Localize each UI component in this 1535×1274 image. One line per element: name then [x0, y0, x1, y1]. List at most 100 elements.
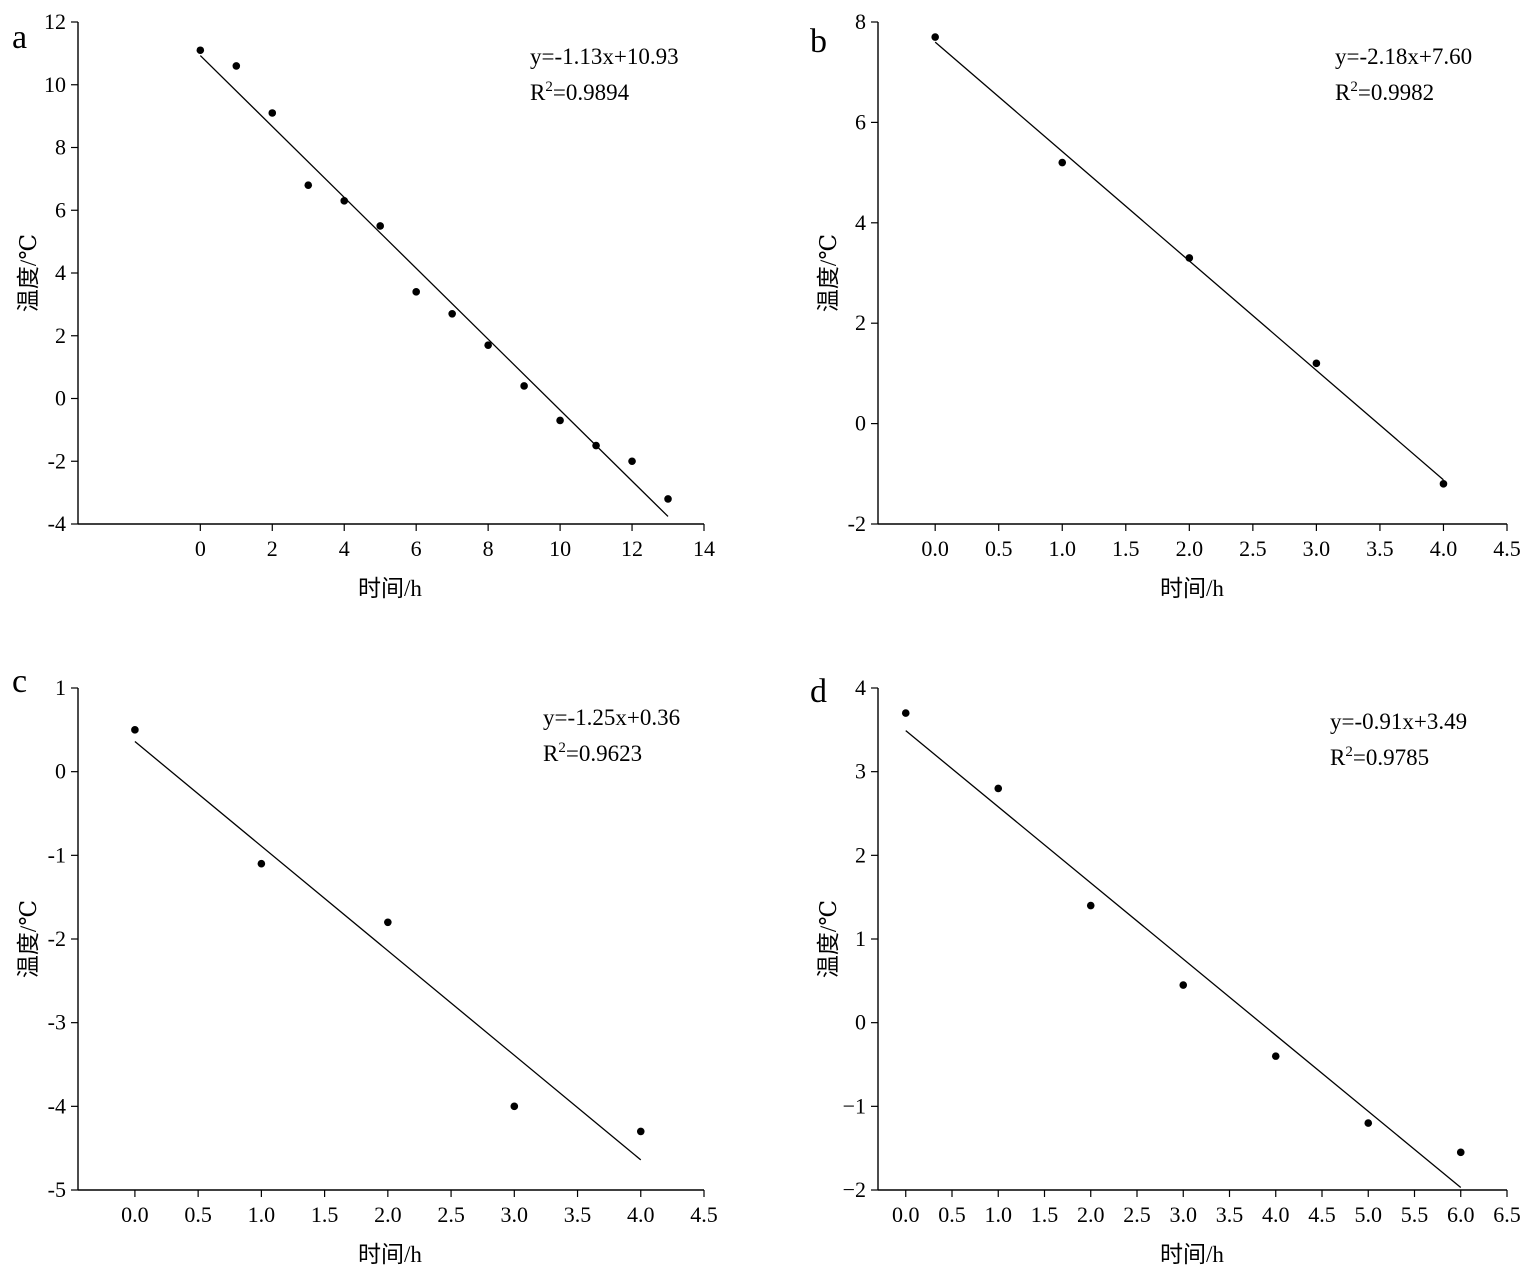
y-tick-label: 0	[55, 386, 66, 411]
x-tick-label: 0.0	[121, 1202, 149, 1227]
panel-label: d	[810, 673, 827, 710]
y-tick-label: 1	[55, 675, 66, 700]
data-point	[304, 181, 313, 189]
x-tick-label: 6.5	[1493, 1202, 1521, 1227]
x-tick-label: 5.0	[1355, 1202, 1383, 1227]
x-tick-label: 1.0	[248, 1202, 276, 1227]
y-tick-label: 2	[855, 842, 866, 867]
x-tick-label: 4	[339, 536, 350, 561]
x-tick-label: 2.5	[1123, 1202, 1151, 1227]
r-squared-symbol: R	[1330, 745, 1346, 770]
y-axis-title: 温度/℃	[816, 900, 841, 978]
panel-b: -2 0 2 4 6 8 0.0 0.5 1.0 1.5 2.0 2.5 3.0 3.5 4.0 4.5 b y=…	[810, 9, 1521, 601]
x-tick-label: 4.5	[1493, 536, 1521, 561]
y-tick-label: 8	[55, 135, 66, 160]
r-squared-superscript: 2	[1350, 79, 1358, 95]
x-tick-label: 3.5	[1216, 1202, 1244, 1227]
x-tick-label: 6	[411, 536, 422, 561]
data-point	[510, 1102, 519, 1111]
x-tick-label: 0.0	[921, 536, 949, 561]
x-tick-label: 0.0	[892, 1202, 920, 1227]
y-tick-label: 0	[855, 1010, 866, 1035]
y-tick-label: -4	[48, 1093, 66, 1118]
data-point	[636, 1127, 645, 1136]
panel-d: −2 −1 0 1 2 3 4 0.0 0.5 1.0 1.5 2.0 2.5 3.0 3.5 4.0 4.5 5…	[810, 673, 1521, 1267]
r-squared-symbol: R	[543, 741, 559, 766]
y-tick-label: 4	[55, 260, 66, 285]
x-axis-title: 时间/h	[358, 1242, 422, 1267]
x-tick-label: 1.5	[311, 1202, 339, 1227]
data-point	[994, 784, 1003, 793]
data-point	[556, 416, 564, 425]
regression-equation: y=-1.13x+10.93	[530, 44, 679, 69]
x-tick-label: 8	[483, 536, 494, 561]
data-point	[268, 109, 277, 117]
fit-line	[134, 741, 642, 1161]
r-squared-value: =0.9623	[566, 741, 642, 766]
data-point	[1312, 359, 1321, 368]
r-squared: R2=0.9982	[1335, 79, 1434, 105]
panel-c: -5 -4 -3 -2 -1 0 1 0.0 0.5 1.0 1.5 2.0 2.5 3.0 3.5 4.0 4…	[12, 663, 718, 1267]
x-tick-label: 3.5	[564, 1202, 592, 1227]
x-axis-title: 时间/h	[1160, 576, 1224, 601]
x-tick-label: 1.5	[1112, 536, 1140, 561]
data-point	[592, 441, 600, 450]
r-squared-symbol: R	[530, 80, 546, 105]
y-tick-label: -4	[48, 511, 66, 536]
x-tick-label: 12	[621, 536, 643, 561]
data-point	[1439, 480, 1448, 488]
y-tick-label: 4	[855, 675, 866, 700]
panel-a: -4 -2 0 2 4 6 8 10 12 0 2 4 6 8 10 12 14 a y=-1.13x+10.93 R…	[12, 9, 715, 601]
panel-label: c	[12, 663, 27, 700]
panel-label: b	[810, 23, 827, 60]
y-tick-label: 3	[855, 759, 866, 784]
x-tick-label: 1.5	[1031, 1202, 1059, 1227]
data-point	[1456, 1148, 1465, 1157]
y-tick-label: 1	[855, 926, 866, 951]
data-point	[901, 709, 910, 717]
r-squared: R2=0.9623	[543, 740, 642, 766]
x-tick-label: 14	[693, 536, 715, 561]
y-tick-label: 2	[855, 310, 866, 335]
x-tick-label: 3.0	[1303, 536, 1331, 561]
x-tick-label: 2.0	[1176, 536, 1204, 561]
regression-equation: y=-1.25x+0.36	[543, 705, 680, 730]
y-tick-label: -2	[48, 926, 66, 951]
data-point	[448, 309, 456, 318]
data-point	[384, 918, 392, 927]
r-squared-value: =0.9894	[553, 80, 630, 105]
x-tick-label: 0.5	[184, 1202, 212, 1227]
data-point	[1185, 254, 1194, 262]
data-point	[257, 859, 266, 868]
x-tick-label: 2	[267, 536, 278, 561]
x-tick-label: 4.0	[1262, 1202, 1290, 1227]
r-squared-value: =0.9785	[1353, 745, 1429, 770]
y-tick-label: 12	[44, 9, 66, 34]
data-point	[1271, 1052, 1280, 1060]
data-point	[196, 46, 205, 55]
data-point	[628, 457, 636, 466]
y-tick-label: 0	[855, 411, 866, 436]
r-squared: R2=0.9894	[530, 79, 630, 105]
y-tick-label: 2	[55, 323, 66, 348]
y-tick-label: 4	[855, 210, 866, 235]
y-tick-label: -3	[48, 1010, 66, 1035]
y-tick-label: −2	[843, 1177, 866, 1202]
x-tick-label: 3.0	[1170, 1202, 1198, 1227]
y-axis-title: 温度/℃	[16, 234, 41, 312]
r-squared-value: =0.9982	[1358, 80, 1434, 105]
regression-equation: y=-0.91x+3.49	[1330, 709, 1467, 734]
data-point	[1086, 901, 1095, 910]
y-tick-label: -1	[48, 842, 66, 867]
data-point	[664, 495, 672, 503]
y-tick-label: 10	[44, 72, 66, 97]
data-point	[131, 726, 139, 734]
x-tick-label: 6.0	[1447, 1202, 1475, 1227]
panel-label: a	[12, 19, 27, 56]
r-squared-symbol: R	[1335, 80, 1351, 105]
y-tick-label: −1	[843, 1093, 866, 1118]
data-point	[520, 382, 528, 390]
data-point	[412, 288, 420, 296]
r-squared-superscript: 2	[545, 79, 553, 95]
